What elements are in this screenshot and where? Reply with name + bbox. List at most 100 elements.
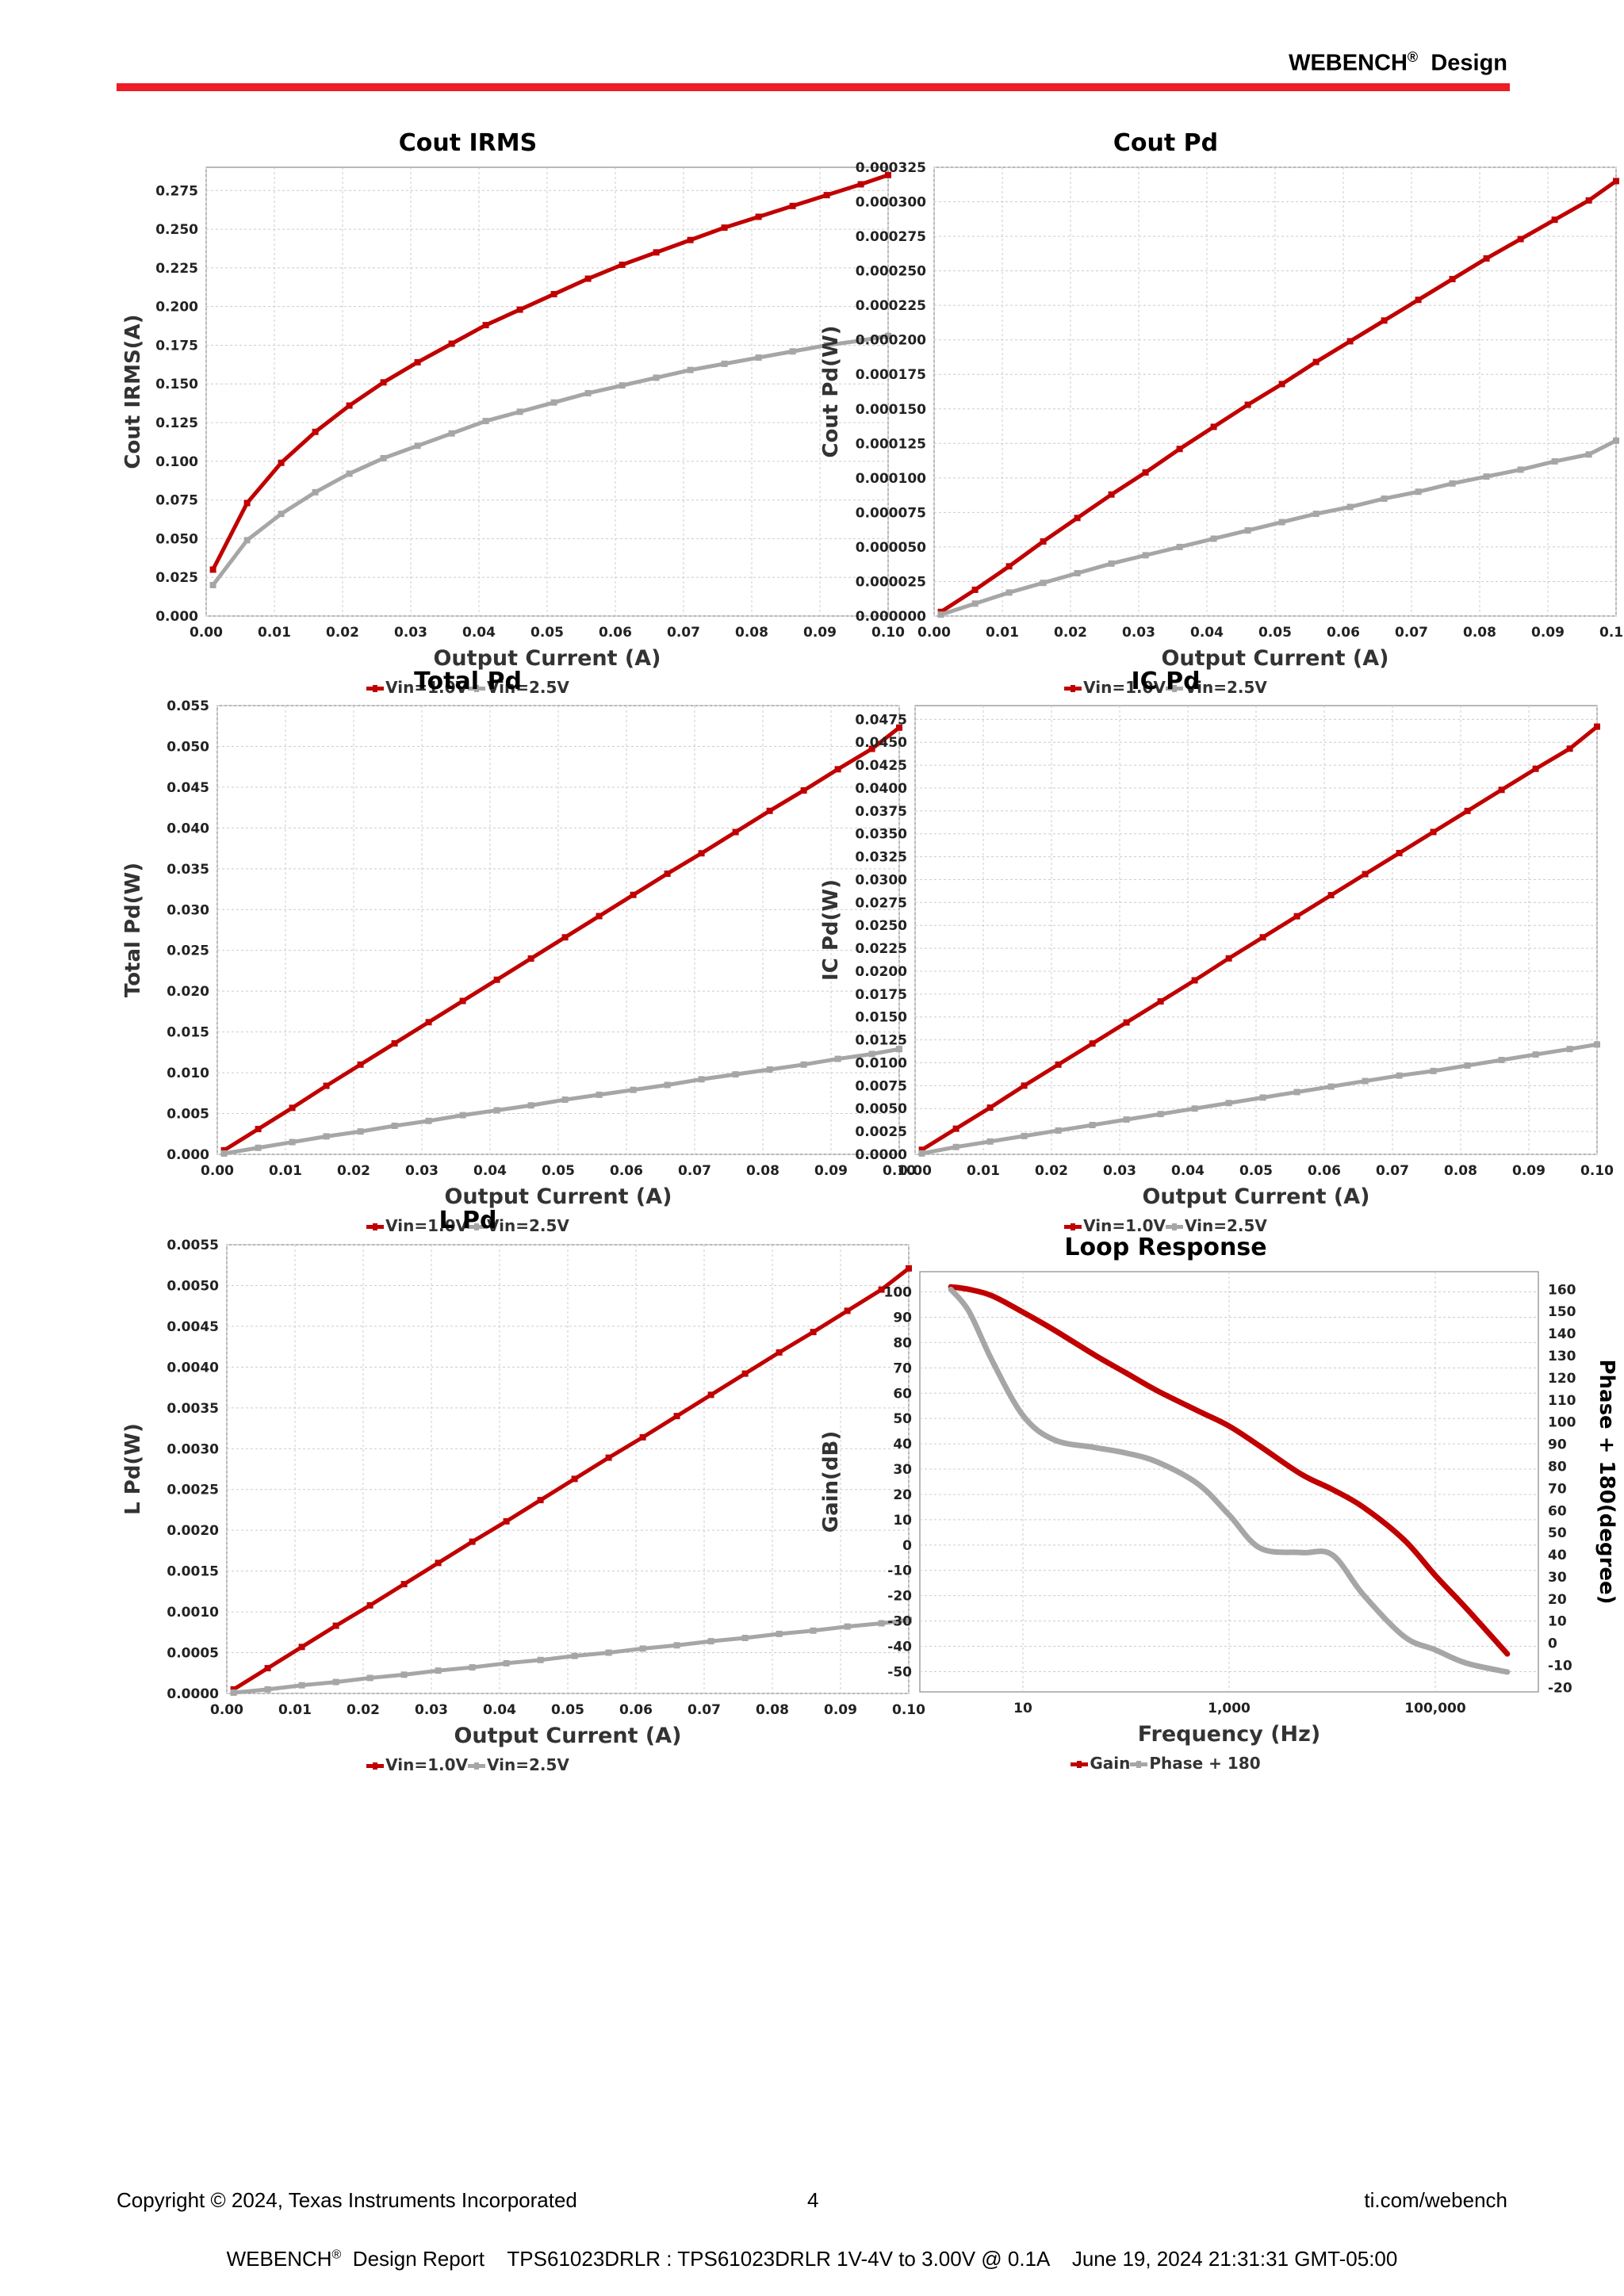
cout-irms-data-point: [823, 192, 830, 199]
x-tick-label: 0.07: [1376, 1163, 1409, 1179]
total-pd-data-point: [800, 1061, 807, 1068]
x-tick-label: 0.06: [1308, 1163, 1341, 1179]
x-tick-label: 1,000: [1208, 1701, 1251, 1716]
legend-item: Vin=1.0V: [366, 1755, 468, 1774]
cout-pd-data-point: [1613, 437, 1619, 444]
y-tick-label: 0.0200: [855, 964, 907, 980]
cout-irms-data-point: [414, 442, 421, 450]
legend-label: Vin=2.5V: [487, 1755, 569, 1774]
l-pd-x-axis-label: Output Current (A): [454, 1724, 681, 1748]
legend-label: Phase + 180: [1149, 1754, 1261, 1773]
total-pd-data-point: [596, 1091, 603, 1098]
l-pd-plot-svg: 0.00 0.01 0.02 0.03 0.04 0.05 0.06 0.07 0.08 0.09…: [121, 1238, 925, 1748]
y-tick-label: 0.000100: [856, 471, 926, 487]
ic-pd-data-point: [1362, 1077, 1369, 1085]
y2-tick-label: 40: [1548, 1548, 1567, 1563]
y-tick-label: 50: [893, 1411, 912, 1427]
y-tick-label: 0.125: [155, 415, 198, 431]
y2-tick-label: 160: [1548, 1282, 1576, 1298]
cout-pd-data-point: [971, 600, 979, 607]
ic-pd-data-point: [986, 1104, 994, 1112]
total-pd-data-point: [698, 1076, 705, 1083]
cout-pd-data-point: [1517, 235, 1524, 243]
l-pd-data-point: [741, 1635, 749, 1642]
cout-pd-data-point: [1210, 423, 1217, 430]
x-tick-label: 0.03: [1122, 625, 1155, 641]
x-tick-label: 0.01: [269, 1163, 302, 1179]
x-tick-label: 0.08: [1444, 1163, 1477, 1179]
legend-label: Vin=2.5V: [1185, 1216, 1267, 1235]
cout-irms-data-point: [584, 275, 592, 282]
total-pd-data-point: [357, 1061, 364, 1068]
x-tick-label: 0.03: [415, 1702, 448, 1718]
l-pd-data-point: [435, 1667, 442, 1674]
legend-swatch: [366, 1223, 385, 1230]
l-pd-data-point: [264, 1665, 271, 1672]
y-tick-label: 0.0075: [855, 1078, 907, 1094]
y2-tick-label: 0: [1548, 1636, 1557, 1652]
cout-pd-data-point: [1312, 358, 1320, 365]
total-pd-data-point: [868, 1050, 875, 1058]
l-pd-data-point: [332, 1678, 339, 1686]
y-tick-label: -20: [887, 1589, 912, 1605]
cout-pd-data-point: [1244, 527, 1251, 534]
cout-pd-data-point: [1449, 276, 1456, 283]
x-tick-label: 0.08: [735, 625, 768, 641]
cout-irms-data-point: [857, 337, 864, 344]
legend-item: Vin=1.0V: [366, 678, 468, 697]
cout-pd-data-point: [1312, 511, 1320, 518]
legend-item: Vin=2.5V: [468, 1755, 569, 1774]
ic-pd-data-point: [952, 1143, 959, 1150]
y-tick-label: 0.0025: [167, 1483, 219, 1498]
total-pd-data-point: [425, 1019, 432, 1026]
cout-pd-data-point: [1040, 538, 1047, 545]
l-pd-data-point: [400, 1581, 408, 1588]
y-tick-label: 0.000175: [856, 367, 926, 383]
total-pd-data-point: [220, 1146, 228, 1154]
l-pd-data-point: [503, 1659, 510, 1667]
ic-pd-data-point: [1225, 1100, 1232, 1107]
l-pd-chart-title: L Pd: [439, 1207, 497, 1234]
y-tick-label: 0.225: [155, 261, 198, 277]
y2-tick-label: 20: [1548, 1592, 1567, 1608]
l-pd-data-point: [605, 1649, 612, 1656]
chart-cout-pd: Cout Pd 0.00 0.01 0.02 0.03 0.04 0.05 0.06 0.07 0…: [817, 123, 1624, 697]
x-tick-label: 0.00: [190, 625, 223, 641]
total-pd-data-point: [800, 787, 807, 794]
legend-item: Vin=2.5V: [468, 1216, 569, 1235]
cout-irms-data-point: [550, 291, 557, 298]
l-pd-data-point: [298, 1682, 305, 1689]
y-tick-label: 0.0275: [855, 895, 907, 911]
legend-item: Gain: [1071, 1754, 1130, 1773]
y2-tick-label: 70: [1548, 1481, 1567, 1497]
l-pd-data-point: [400, 1671, 408, 1678]
l-pd-data-point: [639, 1645, 646, 1652]
x-tick-label: 0.08: [756, 1702, 789, 1718]
x-tick-label: 0.07: [1395, 625, 1428, 641]
x-tick-label: 0.04: [1171, 1163, 1205, 1179]
total-pd-x-axis-label: Output Current (A): [444, 1184, 672, 1209]
l-pd-data-point: [776, 1349, 783, 1356]
y-tick-label: 0.000: [155, 609, 198, 625]
ic-pd-data-point: [1055, 1127, 1062, 1134]
x-tick-label: 0.02: [1035, 1163, 1068, 1179]
y-tick-label: 10: [893, 1513, 912, 1529]
loop-response-y2-axis-label: Phase + 180(degree): [1595, 1359, 1618, 1604]
y-tick-label: 0.0475: [855, 712, 907, 728]
ic-pd-data-point: [1157, 998, 1164, 1005]
x-tick-label: 0.08: [1463, 625, 1496, 641]
legend-label: Gain: [1090, 1754, 1131, 1773]
y-tick-label: 0.0020: [167, 1523, 219, 1539]
x-tick-label: 0.03: [1103, 1163, 1136, 1179]
ic-pd-data-point: [1123, 1019, 1130, 1026]
y-tick-label: 0.275: [155, 183, 198, 199]
x-tick-label: 0.05: [1258, 625, 1292, 641]
x-tick-label: 0.05: [542, 1163, 575, 1179]
x-tick-label: 0.07: [678, 1163, 711, 1179]
legend-item: Vin=2.5V: [468, 678, 569, 697]
total-pd-data-point: [766, 807, 773, 814]
ic-pd-data-point: [1157, 1111, 1164, 1118]
y-tick-label: 0.050: [167, 739, 209, 755]
y2-tick-label: -20: [1548, 1680, 1572, 1696]
cout-irms-data-point: [414, 358, 421, 365]
